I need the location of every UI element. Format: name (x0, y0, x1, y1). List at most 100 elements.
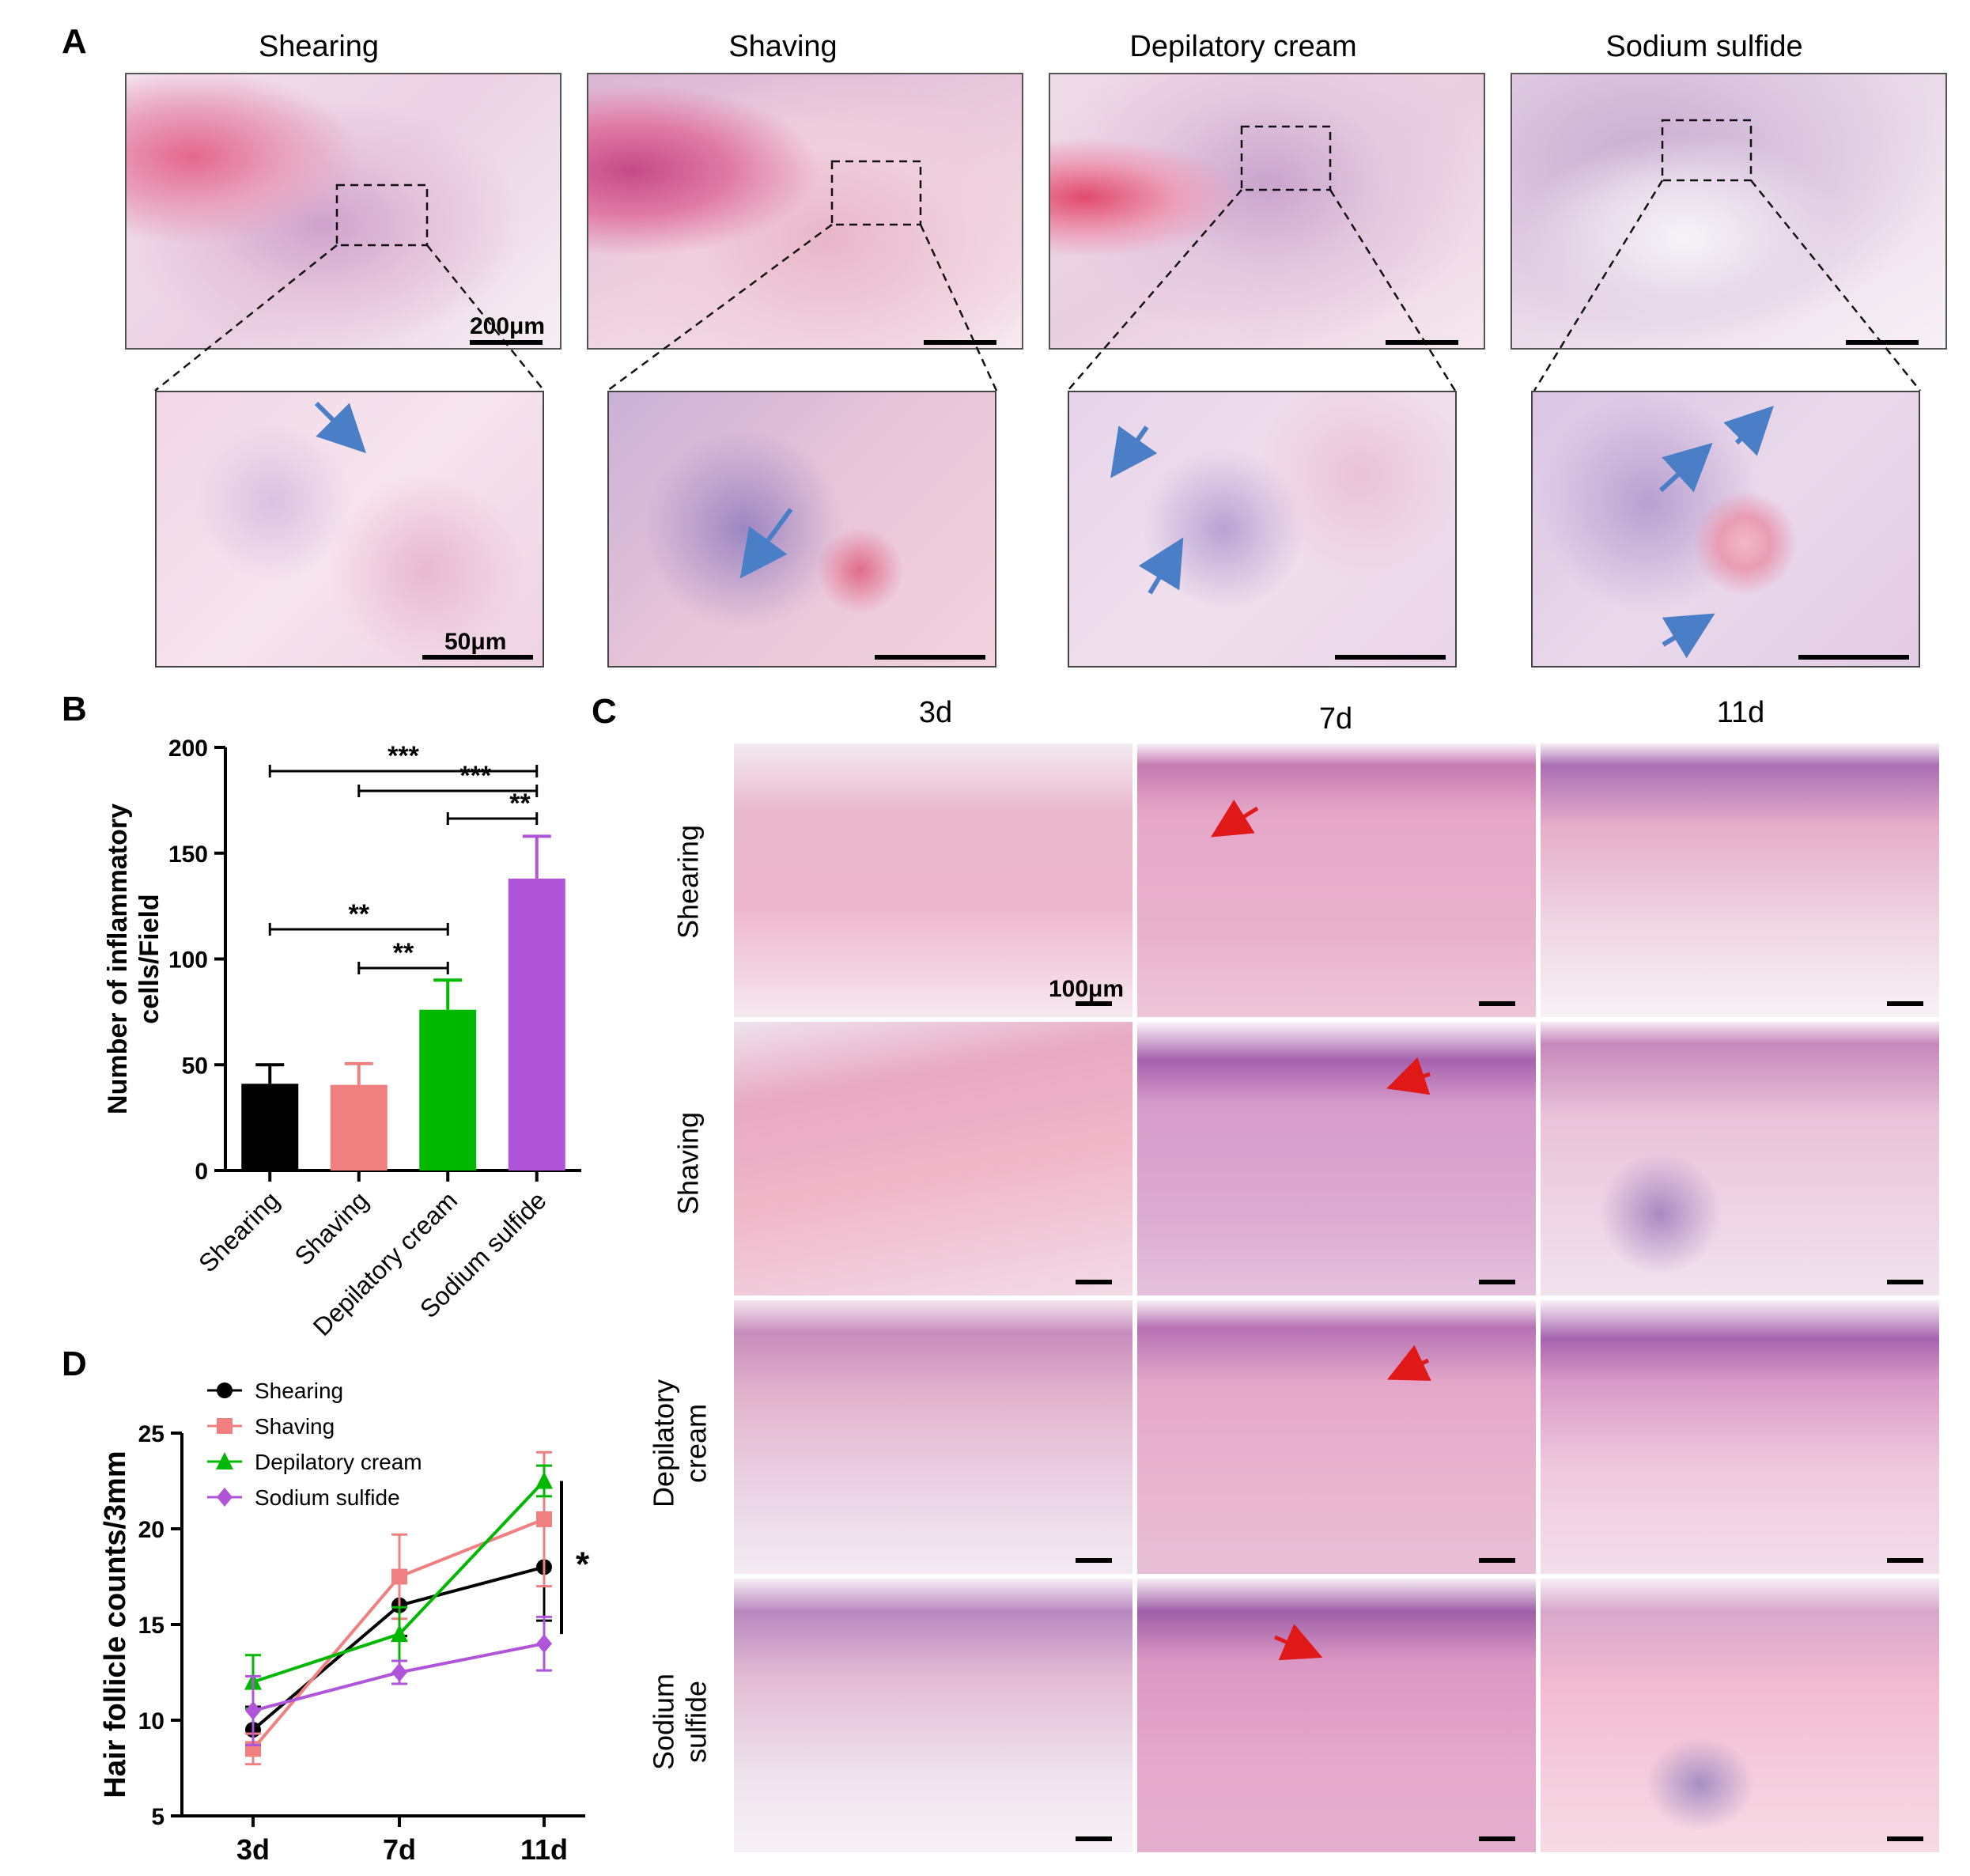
data-point (536, 1511, 552, 1527)
panel-a-title-depilatory-cream: Depilatory cream (1129, 30, 1357, 63)
he-overview-shearing (125, 73, 562, 350)
data-point (245, 1700, 261, 1720)
red-arrow (1386, 1057, 1431, 1095)
panel-label-b: B (62, 690, 87, 728)
blue-arrow (1138, 537, 1184, 595)
scale-bar (1479, 1836, 1515, 1841)
bar-depilatory-cream (419, 1009, 477, 1171)
scale-bar (422, 655, 533, 660)
blue-arrow (1662, 613, 1715, 659)
panel-c-col-3d: 3d (918, 696, 953, 729)
significance-label: ** (349, 899, 370, 929)
legend-label: Depilatory cream (255, 1450, 422, 1474)
data-point (216, 1452, 233, 1469)
y-tick-label: 5 (151, 1804, 164, 1830)
data-point (536, 1634, 552, 1654)
red-arrow (1210, 799, 1259, 838)
he-overview-depilatory-cream (1049, 73, 1485, 350)
significance-label: *** (388, 741, 419, 771)
he-depilatory-cream-7d (1137, 1300, 1536, 1574)
panel-b-bar-chart: 0 50 100 150 200 Number of inflammatorycells/… (103, 736, 581, 1341)
he-depilatory-cream-11d (1541, 1300, 1939, 1574)
panel-label-a: A (62, 22, 87, 61)
scale-bar (1798, 655, 1909, 660)
x-tick-label: 7d (383, 1833, 416, 1866)
he-sodium-sulfide-3d (734, 1579, 1132, 1852)
panel-d-line-chart: 5 10 15 20 25 3d 7d 11d Hair follicle counts/3mm… (99, 1379, 590, 1866)
he-shaving-7d (1137, 1022, 1536, 1295)
y-tick-label: 150 (168, 842, 208, 868)
y-axis-label: Hair follicle counts/3mm (99, 1450, 132, 1798)
scale-bar (1335, 655, 1446, 660)
scale-bar (1887, 1280, 1923, 1284)
scale-bar (924, 340, 996, 345)
y-tick-label: 15 (138, 1613, 164, 1639)
scale-bar (875, 655, 985, 660)
scale-label-200um: 200μm (470, 313, 546, 339)
he-shearing-3d (734, 743, 1132, 1017)
y-tick-label: 0 (195, 1159, 208, 1185)
significance-label: ** (509, 789, 531, 819)
legend-label: Shearing (255, 1379, 343, 1403)
legend-label: Shaving (255, 1414, 335, 1439)
panel-label-d: D (62, 1345, 87, 1383)
blue-arrow (739, 508, 793, 579)
panel-a-title-shaving: Shaving (728, 30, 838, 63)
scale-bar (1076, 1001, 1112, 1006)
he-sodium-sulfide-11d (1541, 1579, 1939, 1852)
x-tick-label: 11d (520, 1833, 568, 1866)
bar-shearing (241, 1084, 299, 1171)
scale-bar (1887, 1836, 1923, 1841)
he-shaving-3d (734, 1022, 1132, 1295)
he-zoom-shaving (607, 391, 996, 668)
scale-bar (1887, 1001, 1923, 1006)
y-tick-label: 10 (138, 1708, 164, 1734)
data-point (535, 1471, 553, 1489)
blue-arrow (1110, 426, 1158, 478)
significance-label: ** (393, 938, 414, 968)
panel-a-title-shearing: Shearing (258, 30, 380, 63)
scale-bar (470, 340, 543, 345)
data-point (391, 1662, 407, 1682)
scale-bar (1076, 1836, 1112, 1841)
x-tick-label: 3d (236, 1833, 270, 1866)
scale-bar (1386, 340, 1458, 345)
scale-bar (1076, 1558, 1112, 1563)
panel-c-col-7d: 7d (1318, 702, 1353, 736)
significance-label: *** (459, 761, 491, 791)
data-point (217, 1488, 233, 1507)
y-tick-label: 100 (168, 947, 208, 974)
panel-a-title-sodium-sulfide: Sodium sulfide (1605, 30, 1803, 63)
he-shaving-11d (1541, 1022, 1939, 1295)
y-tick-label: 50 (182, 1053, 208, 1079)
scale-bar (1479, 1558, 1515, 1563)
data-point (391, 1624, 408, 1643)
scale-bar (1076, 1280, 1112, 1284)
y-axis-label: Number of inflammatorycells/Field (103, 804, 164, 1114)
y-tick-label: 200 (168, 736, 208, 762)
data-point (217, 1382, 233, 1398)
blue-arrow (1723, 406, 1774, 456)
series-sodium-sulfide (245, 1615, 552, 1746)
panel-label-c: C (592, 692, 617, 731)
he-depilatory-cream-3d (734, 1300, 1132, 1574)
he-overview-sodium-sulfide (1511, 73, 1947, 350)
he-sodium-sulfide-7d (1137, 1579, 1536, 1852)
scale-bar (1846, 340, 1919, 345)
scale-bar (1479, 1280, 1515, 1284)
blue-arrow (314, 401, 366, 453)
scale-label-50um: 50μm (444, 629, 507, 655)
he-shearing-11d (1541, 743, 1939, 1017)
significance-label: * (576, 1545, 590, 1584)
panel-c-col-11d: 11d (1716, 696, 1765, 729)
blue-arrow (1658, 442, 1713, 493)
data-point (391, 1568, 407, 1585)
bar-sodium-sulfide (508, 878, 565, 1171)
scale-bar (1479, 1001, 1515, 1006)
bar-shaving (330, 1084, 388, 1171)
panel-a-blue-arrows (314, 401, 1774, 659)
y-tick-label: 25 (138, 1421, 164, 1447)
red-arrow (1274, 1624, 1323, 1661)
data-point (217, 1418, 233, 1434)
